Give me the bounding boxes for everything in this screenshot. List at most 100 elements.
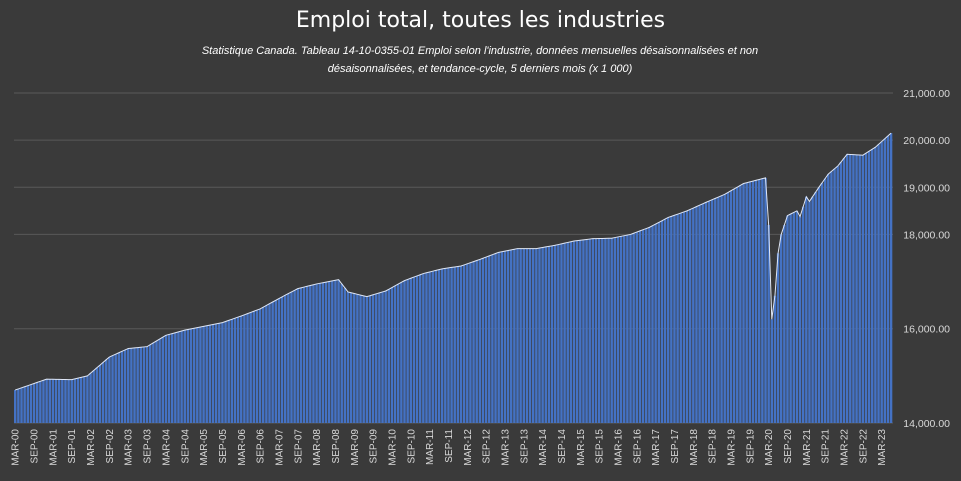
data-bar bbox=[240, 315, 243, 423]
data-bar bbox=[334, 280, 337, 423]
data-bar bbox=[764, 177, 767, 423]
data-bar bbox=[670, 216, 673, 423]
x-tick-label: SEP-05 bbox=[218, 429, 229, 464]
data-bar bbox=[880, 141, 883, 423]
data-bar bbox=[434, 270, 438, 423]
data-bar bbox=[356, 294, 359, 423]
data-bar bbox=[491, 254, 494, 423]
data-bar bbox=[20, 387, 23, 423]
x-tick-label: SEP-20 bbox=[783, 429, 794, 464]
data-bar bbox=[798, 216, 802, 423]
data-bar bbox=[528, 248, 532, 423]
data-bar bbox=[274, 300, 278, 423]
data-bar bbox=[409, 278, 412, 423]
data-bar bbox=[579, 240, 582, 423]
data-bar bbox=[874, 147, 877, 423]
data-bar bbox=[73, 378, 77, 423]
data-bar bbox=[688, 209, 692, 423]
data-bar bbox=[381, 291, 384, 423]
data-bar bbox=[889, 133, 893, 423]
data-bar bbox=[732, 188, 736, 423]
data-bar bbox=[679, 213, 682, 423]
data-bar bbox=[199, 326, 202, 423]
data-bar bbox=[45, 379, 48, 423]
data-bar bbox=[767, 225, 770, 423]
data-bar bbox=[243, 314, 246, 423]
data-bar bbox=[302, 287, 306, 423]
data-bar bbox=[497, 252, 500, 423]
data-bar bbox=[472, 261, 475, 423]
data-bar bbox=[475, 260, 478, 423]
data-bar bbox=[67, 379, 70, 423]
data-bar bbox=[535, 248, 538, 423]
data-bar bbox=[280, 296, 284, 423]
data-bar bbox=[447, 267, 450, 423]
data-bar bbox=[29, 384, 33, 423]
data-bar bbox=[635, 232, 639, 423]
data-bar bbox=[645, 228, 648, 423]
x-tick-label: MAR-05 bbox=[199, 429, 210, 466]
data-bar bbox=[871, 149, 874, 423]
y-tick-label: 20,000.00 bbox=[903, 135, 950, 147]
x-tick-label: MAR-19 bbox=[726, 429, 737, 466]
data-bar bbox=[623, 235, 626, 423]
data-bar bbox=[315, 283, 318, 423]
data-bar bbox=[855, 154, 858, 423]
data-bar bbox=[211, 324, 215, 423]
y-tick-label: 16,000.00 bbox=[903, 324, 950, 336]
data-bar bbox=[842, 158, 846, 423]
x-tick-label: MAR-20 bbox=[764, 429, 775, 466]
data-bar bbox=[638, 230, 642, 423]
data-bar bbox=[654, 224, 657, 423]
x-tick-label: SEP-17 bbox=[670, 429, 681, 464]
data-bar bbox=[89, 373, 92, 423]
data-bar bbox=[393, 285, 397, 423]
data-bar bbox=[563, 243, 566, 423]
data-bar bbox=[836, 166, 839, 423]
x-tick-label: SEP-11 bbox=[444, 429, 455, 463]
x-tick-label: SEP-08 bbox=[331, 429, 342, 464]
data-bar bbox=[657, 222, 660, 423]
data-bar bbox=[544, 246, 547, 423]
x-tick-label: SEP-00 bbox=[30, 429, 41, 464]
data-bar bbox=[309, 285, 312, 423]
data-bar bbox=[246, 313, 249, 423]
data-bar bbox=[845, 154, 849, 424]
data-bar bbox=[95, 367, 99, 423]
data-bar bbox=[64, 379, 67, 423]
data-bar bbox=[569, 241, 573, 423]
x-tick-label: MAR-15 bbox=[576, 429, 587, 466]
data-bar bbox=[258, 308, 262, 423]
data-bar bbox=[174, 332, 177, 423]
data-bar bbox=[378, 292, 381, 423]
x-tick-label: SEP-19 bbox=[745, 429, 756, 464]
data-bar bbox=[566, 242, 569, 423]
data-bar bbox=[305, 286, 309, 423]
data-bar bbox=[500, 251, 504, 423]
data-bar bbox=[83, 376, 86, 423]
data-bar bbox=[400, 282, 403, 423]
chart-title: Emploi total, toutes les industries bbox=[295, 8, 666, 33]
data-bar bbox=[268, 303, 271, 423]
data-bar bbox=[792, 212, 795, 423]
x-tick-label: SEP-14 bbox=[557, 429, 568, 464]
data-bar bbox=[186, 329, 190, 423]
data-bar bbox=[236, 317, 240, 423]
x-tick-label: SEP-10 bbox=[406, 429, 417, 464]
data-bar bbox=[406, 279, 409, 423]
data-bar bbox=[823, 178, 827, 423]
data-bar bbox=[14, 390, 17, 423]
data-bar bbox=[506, 250, 510, 423]
data-bar bbox=[629, 234, 632, 423]
data-bar bbox=[864, 153, 868, 424]
data-bar bbox=[613, 237, 617, 423]
data-bar bbox=[349, 292, 353, 423]
data-bar bbox=[346, 291, 350, 423]
data-bar bbox=[610, 238, 613, 423]
data-bar bbox=[130, 348, 133, 423]
data-bar bbox=[494, 253, 497, 423]
data-bar bbox=[484, 257, 488, 423]
data-bar bbox=[164, 335, 168, 423]
data-bar bbox=[553, 245, 557, 423]
data-bar bbox=[249, 312, 252, 423]
